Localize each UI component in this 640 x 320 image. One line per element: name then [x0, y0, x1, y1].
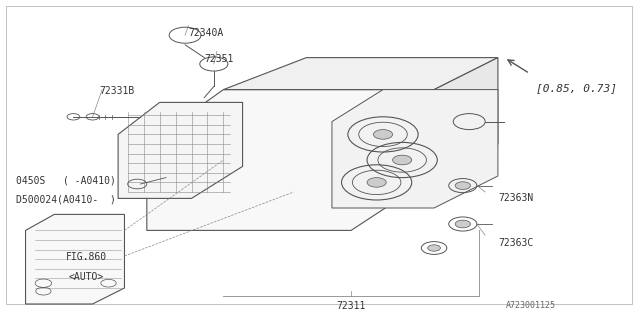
Text: 72363C: 72363C	[498, 238, 533, 248]
Text: 72351: 72351	[204, 54, 234, 64]
Polygon shape	[332, 90, 498, 208]
Circle shape	[455, 220, 470, 228]
Polygon shape	[434, 58, 498, 176]
Text: <AUTO>: <AUTO>	[68, 272, 104, 282]
Text: A723001125: A723001125	[506, 301, 556, 310]
Circle shape	[367, 178, 386, 187]
Circle shape	[455, 182, 470, 189]
Circle shape	[374, 130, 392, 139]
Text: 72331B: 72331B	[99, 86, 134, 96]
Text: 72363N: 72363N	[498, 193, 533, 204]
Text: FIG.860: FIG.860	[66, 252, 107, 262]
Text: 0450S   ( -A0410): 0450S ( -A0410)	[16, 176, 116, 186]
Polygon shape	[118, 102, 243, 198]
Circle shape	[428, 245, 440, 251]
Text: 72340A: 72340A	[188, 28, 223, 38]
Polygon shape	[26, 214, 125, 304]
Polygon shape	[147, 90, 434, 230]
Circle shape	[392, 155, 412, 165]
Text: [0.85, 0.73]: [0.85, 0.73]	[536, 83, 617, 93]
Text: 72311: 72311	[337, 301, 366, 311]
Polygon shape	[223, 58, 498, 90]
Text: D500024(A0410-  ): D500024(A0410- )	[16, 195, 116, 205]
